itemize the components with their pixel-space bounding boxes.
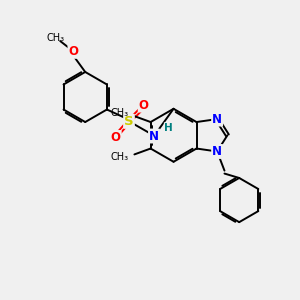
Text: N: N [149,130,159,142]
Text: H: H [164,123,173,133]
Text: O: O [111,131,121,144]
Text: CH₃: CH₃ [110,152,128,162]
Text: O: O [139,99,149,112]
Text: CH₃: CH₃ [110,108,128,118]
Text: N: N [212,145,222,158]
Text: CH₃: CH₃ [47,33,65,43]
Text: O: O [68,45,78,58]
Text: S: S [124,115,134,128]
Text: N: N [212,112,222,126]
